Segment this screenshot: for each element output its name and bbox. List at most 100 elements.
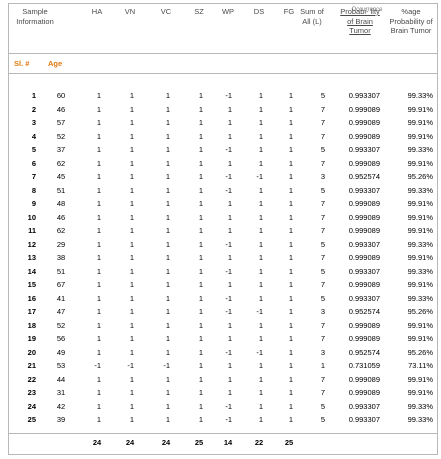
row-value-ds: 1 — [258, 199, 263, 208]
row-sl: 22 — [27, 374, 36, 384]
row-sum: 7 — [320, 118, 326, 127]
row-value-sz: 1 — [198, 415, 203, 424]
row-value-vc: 1 — [165, 293, 170, 303]
row-sl: 8 — [31, 185, 36, 195]
row-value-vc: 1 — [165, 307, 170, 316]
row-probability: 0.993307 — [348, 401, 380, 411]
row-value-fg: 1 — [288, 307, 293, 316]
row-value-ha: 1 — [96, 158, 101, 168]
row-sum: 7 — [320, 199, 326, 208]
row-sl: 3 — [31, 118, 36, 127]
row-sum: 7 — [320, 158, 326, 168]
row-value-ds: 1 — [258, 415, 263, 424]
row-sl: 11 — [28, 226, 36, 235]
row-value-sz: 1 — [198, 239, 203, 249]
row-percentage: 95.26% — [407, 307, 433, 316]
row-percentage: 99.91% — [407, 374, 433, 384]
row-value-fg: 1 — [288, 212, 293, 222]
row-value-ha: 1 — [96, 374, 101, 384]
row-value-wp: 1 — [227, 374, 232, 384]
row-value-vc: 1 — [165, 158, 170, 168]
row-sl: 17 — [27, 307, 36, 316]
row-value-ds: 1 — [258, 320, 263, 330]
row-probability: 0.993307 — [348, 239, 380, 249]
row-value-ds: 1 — [258, 185, 263, 195]
row-value-fg: 1 — [288, 158, 293, 168]
row-probability: 0.999089 — [348, 226, 380, 235]
row-value-fg: 1 — [288, 401, 293, 411]
row-age: 29 — [56, 239, 66, 249]
row-value-ha: 1 — [96, 131, 101, 141]
row-value-sz: 1 — [198, 118, 203, 127]
row-percentage: 99.91% — [407, 212, 433, 222]
row-percentage: 99.33% — [407, 401, 433, 411]
row-value-ha: 1 — [96, 347, 101, 357]
row-value-vn: 1 — [129, 307, 134, 316]
row-value-fg: 1 — [288, 320, 293, 330]
row-value-fg: 1 — [288, 293, 293, 303]
row-value-ha: 1 — [96, 118, 101, 127]
row-value-sz: 1 — [198, 145, 203, 154]
row-sum: 3 — [320, 307, 326, 316]
row-value-sz: 1 — [198, 104, 203, 114]
row-value-ds: 1 — [258, 388, 263, 397]
row-value-ha: 1 — [96, 226, 101, 235]
total-vc: 24 — [161, 438, 171, 447]
row-age: 62 — [56, 158, 66, 168]
row-value-vc: 1 — [165, 253, 170, 262]
header-percentage: %age Probability of Brain Tumor — [389, 7, 433, 35]
row-value-fg: 1 — [288, 374, 293, 384]
row-value-ha: 1 — [96, 239, 101, 249]
row-probability: 0.999089 — [348, 334, 380, 343]
row-value-ha: 1 — [96, 185, 101, 195]
row-percentage: 99.91% — [407, 226, 433, 235]
header-divider — [9, 53, 437, 54]
row-value-wp: 1 — [227, 199, 232, 208]
row-age: 52 — [56, 131, 66, 141]
header-ds: DS — [253, 7, 265, 16]
row-age: 51 — [56, 266, 66, 276]
header-sz: SZ — [194, 7, 204, 16]
row-value-vc: 1 — [165, 401, 170, 411]
row-value-fg: 1 — [288, 280, 293, 289]
row-value-ds: 1 — [258, 361, 263, 370]
row-value-ds: -1 — [256, 307, 263, 316]
row-probability: 0.999089 — [348, 131, 380, 141]
row-value-wp: -1 — [225, 185, 232, 195]
row-sum: 5 — [320, 239, 326, 249]
row-age: 67 — [56, 280, 66, 289]
row-value-ds: 1 — [258, 226, 263, 235]
row-probability: 0.999089 — [348, 212, 380, 222]
row-value-ha: 1 — [96, 280, 101, 289]
row-sl: 20 — [27, 347, 36, 357]
row-value-vc: 1 — [165, 226, 170, 235]
row-probability: 0.999089 — [348, 320, 380, 330]
row-value-sz: 1 — [198, 199, 203, 208]
row-value-ha: 1 — [96, 91, 101, 100]
row-value-ha: 1 — [96, 388, 101, 397]
row-value-wp: -1 — [225, 401, 232, 411]
row-value-vc: 1 — [165, 185, 170, 195]
row-value-vc: 1 — [165, 280, 170, 289]
row-percentage: 99.91% — [407, 199, 433, 208]
row-value-sz: 1 — [198, 374, 203, 384]
row-value-fg: 1 — [288, 185, 293, 195]
row-value-vc: 1 — [165, 320, 170, 330]
row-value-ds: 1 — [258, 145, 263, 154]
row-age: 31 — [56, 388, 66, 397]
row-value-vn: 1 — [129, 131, 134, 141]
row-value-vn: 1 — [129, 145, 134, 154]
row-value-fg: 1 — [288, 347, 293, 357]
row-percentage: 99.33% — [407, 91, 433, 100]
row-probability: 0.999089 — [348, 374, 380, 384]
row-value-vn: 1 — [129, 320, 134, 330]
row-value-fg: 1 — [288, 145, 293, 154]
row-value-vn: 1 — [129, 334, 134, 343]
row-value-fg: 1 — [288, 131, 293, 141]
row-sl: 10 — [27, 212, 36, 222]
row-value-wp: -1 — [225, 293, 232, 303]
row-sum: 7 — [320, 374, 326, 384]
row-probability: 0.999089 — [348, 388, 380, 397]
row-sum: 3 — [320, 172, 326, 181]
